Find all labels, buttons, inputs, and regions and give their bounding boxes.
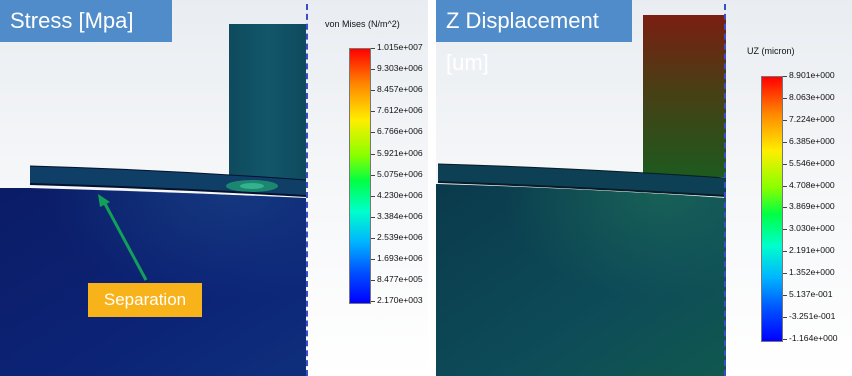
legend-tick-label: 3.030e+000 [789, 223, 835, 234]
legend-tick-label: 1.015e+007 [377, 42, 423, 52]
legend-tick-label: 1.693e+006 [377, 253, 423, 263]
legend-tick-mark [371, 90, 375, 92]
legend-tick-mark [783, 316, 787, 318]
legend-tick-label: 4.708e+000 [789, 179, 835, 190]
legend-tick-label: 5.921e+006 [377, 147, 423, 158]
displacement-beam [438, 164, 726, 196]
legend-tick-label: 5.546e+000 [789, 157, 835, 168]
symmetry-line [724, 4, 726, 376]
legend-tick-mark [371, 111, 375, 113]
separation-callout: Separation [88, 283, 202, 317]
legend-tick-label: 2.191e+000 [789, 245, 835, 256]
legend-tick-label: -1.164e+000 [789, 332, 838, 343]
legend-tick-label: 3.869e+000 [789, 201, 835, 212]
legend-tick-label: 8.477e+005 [377, 274, 423, 285]
legend-tick-mark [783, 141, 787, 143]
legend-tick-mark [371, 174, 375, 176]
legend-tick-label: 5.075e+006 [377, 168, 423, 179]
legend-tick-mark [783, 295, 787, 296]
legend-tick-mark [371, 132, 375, 134]
stress-post [229, 24, 306, 180]
legend-tick-mark [371, 195, 375, 197]
legend-tick-mark [783, 163, 787, 165]
legend-tick-label: 5.137e-001 [789, 289, 833, 299]
legend-tick-mark [371, 280, 375, 282]
panel-divider [428, 0, 436, 376]
legend-tick-label: 2.539e+006 [377, 231, 423, 242]
legend-tick-label: 9.303e+006 [377, 63, 423, 74]
stress-model-view [0, 24, 307, 376]
displacement-title: Z Displacement [um] [436, 0, 632, 75]
legend-tick-mark [783, 185, 787, 187]
legend-tick-label: 4.230e+006 [377, 189, 423, 200]
stress-title: Stress [Mpa] [0, 0, 172, 42]
legend-tick-label: 6.766e+006 [377, 126, 423, 137]
stress-plot-panel: Stress [Mpa] Separation von Mises (N/m^2… [0, 0, 428, 376]
legend-tick-mark [783, 207, 787, 209]
legend-tick-mark [783, 338, 787, 340]
legend-tick-mark [783, 251, 787, 253]
legend-tick-mark [371, 48, 375, 49]
legend-tick-label: 6.385e+000 [789, 135, 835, 146]
separation-arrow [101, 199, 148, 281]
legend-tick-label: 8.901e+000 [789, 70, 835, 80]
legend-tick-mark [783, 229, 787, 231]
legend-tick-mark [371, 301, 375, 303]
legend-tick-label: 7.612e+006 [377, 105, 423, 116]
legend-tick-mark [783, 97, 787, 99]
displacement-model-view [436, 15, 727, 376]
legend-tick-mark [783, 273, 787, 275]
legend-tick-label: 7.224e+000 [789, 113, 835, 124]
displacement-post [643, 15, 726, 177]
legend-tick-mark [371, 69, 375, 71]
displacement-color-scale [761, 76, 783, 342]
legend-tick-label: -3.251e-001 [789, 310, 836, 321]
legend-tick-mark [783, 119, 787, 121]
legend-tick-label: 8.457e+006 [377, 84, 423, 95]
stress-legend-title: von Mises (N/m^2) [325, 19, 400, 29]
stress-color-scale [349, 48, 371, 304]
legend-tick-mark [371, 259, 375, 260]
legend-tick-label: 1.352e+000 [789, 267, 835, 278]
legend-tick-mark [371, 153, 375, 155]
displacement-legend-title: UZ (micron) [747, 46, 795, 56]
legend-tick-label: 3.384e+006 [377, 210, 423, 221]
legend-tick-mark [371, 216, 375, 218]
displacement-plot-panel: Z Displacement [um] UZ (micron) 8.901e+0… [436, 0, 852, 376]
legend-tick-label: 8.063e+000 [789, 91, 835, 102]
symmetry-line [306, 4, 308, 376]
legend-tick-mark [783, 76, 787, 77]
legend-tick-label: 2.170e+003 [377, 295, 423, 306]
legend-tick-mark [371, 237, 375, 239]
